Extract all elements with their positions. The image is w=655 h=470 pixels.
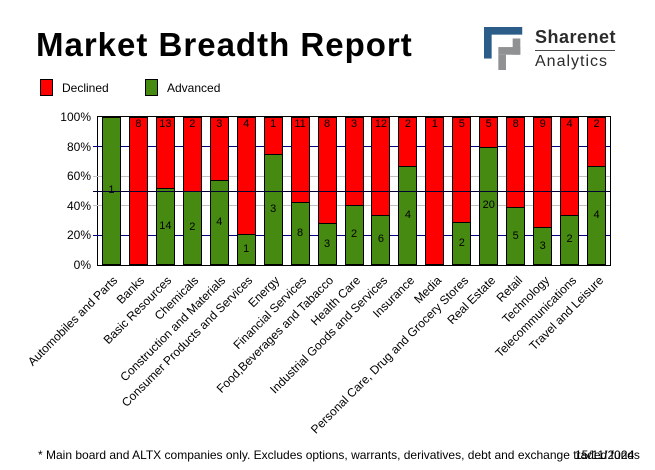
bar-declined-segment	[210, 118, 228, 181]
advanced-count-label: 4	[216, 215, 223, 228]
bar-declined-segment	[237, 118, 255, 234]
bar-declined-segment	[345, 118, 363, 205]
sharenet-logo-icon	[484, 27, 523, 70]
bar-advanced-segment	[345, 205, 363, 264]
advanced-count-label: 2	[189, 221, 196, 233]
legend-item-advanced: Advanced	[145, 79, 250, 96]
x-axis-labels: Automobiles and Parts Banks Basic Resource…	[25, 269, 610, 439]
declined-count-label: 1	[270, 118, 277, 130]
declined-count-label: 5	[485, 118, 492, 130]
declined-count-label: 12	[374, 118, 388, 130]
page-title: Market Breadth Report	[36, 26, 413, 63]
declined-count-label: 4	[566, 118, 573, 130]
bar-declined-segment	[561, 118, 579, 215]
bar-advanced-segment	[318, 223, 336, 264]
advanced-count-label: 4	[593, 208, 600, 221]
y-tick-label: 40%	[66, 198, 91, 213]
bar-declined-segment	[156, 118, 174, 188]
advanced-count-label: 2	[458, 236, 465, 249]
y-tick-label: 20%	[66, 228, 91, 243]
plot-area: 1 8 13 14 2 2 3 4 4 1 1 3 11 8 8 3 3 2 12 6 2 4 1 5 2 5 20 8 5 9 3 4 2 2 4	[93, 116, 611, 266]
advanced-count-label: 20	[482, 198, 495, 211]
advanced-count-label: 14	[159, 219, 172, 232]
declined-count-label: 2	[189, 118, 196, 130]
advanced-swatch-icon	[145, 79, 158, 96]
bar-4	[209, 117, 229, 265]
declined-count-label: 3	[350, 118, 358, 130]
bar-advanced-segment	[480, 147, 498, 264]
chart-legend: Declined Advanced	[40, 79, 250, 96]
legend-label-declined: Declined	[62, 80, 109, 95]
declined-count-label: 9	[539, 118, 546, 130]
legend-item-declined: Declined	[40, 79, 145, 96]
advanced-count-label: 1	[108, 184, 115, 196]
legend-label-advanced: Advanced	[167, 80, 221, 95]
bar-declined-segment	[453, 118, 471, 222]
y-axis-labels: 100% 80% 60% 40% 20% 0%	[50, 111, 94, 272]
advanced-count-label: 6	[377, 233, 384, 246]
declined-count-label: 5	[458, 118, 465, 130]
bar-declined-segment	[318, 118, 336, 224]
declined-count-label: 2	[404, 118, 411, 130]
footnote-text: * Main board and ALTX companies only. Ex…	[38, 448, 640, 462]
bar-9	[344, 117, 364, 265]
logo-divider	[535, 50, 615, 51]
logo-text: Sharenet Analytics	[535, 27, 616, 71]
bar-advanced-segment	[453, 221, 471, 264]
y-tick-label: 60%	[66, 169, 91, 184]
bar-advanced-segment	[561, 214, 579, 264]
bar-declined-segment	[399, 118, 417, 167]
bar-declined-segment	[183, 118, 201, 191]
declined-count-label: 13	[159, 118, 172, 130]
advanced-count-label: 1	[243, 243, 250, 256]
bar-declined-segment	[264, 118, 282, 155]
bar-declined-segment	[534, 118, 552, 227]
fifty-percent-line	[93, 190, 610, 192]
advanced-count-label: 3	[539, 239, 546, 252]
declined-count-label: 4	[243, 118, 250, 130]
bar-advanced-segment	[156, 187, 174, 264]
bar-advanced-segment	[264, 154, 282, 264]
sharenet-logo: Sharenet Analytics	[484, 27, 616, 71]
declined-count-label: 2	[593, 118, 600, 130]
declined-count-label: 11	[294, 118, 306, 130]
logo-name-bottom: Analytics	[535, 53, 609, 70]
declined-count-label: 8	[323, 118, 331, 130]
bar-advanced-segment	[237, 234, 255, 264]
advanced-count-label: 8	[297, 226, 304, 239]
bar-advanced-segment	[291, 201, 309, 264]
advanced-count-label: 3	[323, 237, 331, 250]
advanced-count-label: 2	[350, 228, 358, 241]
bar-advanced-segment	[534, 226, 552, 264]
advanced-count-label: 3	[270, 202, 277, 215]
bar-advanced-segment	[372, 214, 390, 264]
declined-count-label: 8	[135, 118, 142, 130]
bar-advanced-segment	[210, 180, 228, 264]
bar-declined-segment	[588, 118, 606, 167]
bar-13	[452, 117, 472, 265]
declined-count-label: 1	[431, 118, 438, 130]
bar-declined-segment	[507, 118, 525, 208]
y-tick-label: 0%	[73, 258, 91, 272]
declined-swatch-icon	[40, 79, 53, 96]
bar-advanced-segment	[507, 207, 525, 264]
y-tick-label: 80%	[66, 139, 91, 154]
bar-declined-segment	[480, 118, 498, 147]
y-tick-label: 100%	[60, 110, 91, 124]
declined-count-label: 8	[512, 118, 519, 130]
declined-count-label: 3	[216, 118, 223, 130]
report-date: 15/11/2024	[575, 448, 635, 462]
bar-declined-segment	[291, 118, 309, 202]
advanced-count-label: 5	[512, 229, 519, 242]
advanced-count-label: 2	[566, 233, 573, 246]
advanced-count-label: 4	[404, 208, 411, 221]
logo-name-top: Sharenet	[535, 27, 617, 47]
bar-declined-segment	[372, 118, 390, 215]
